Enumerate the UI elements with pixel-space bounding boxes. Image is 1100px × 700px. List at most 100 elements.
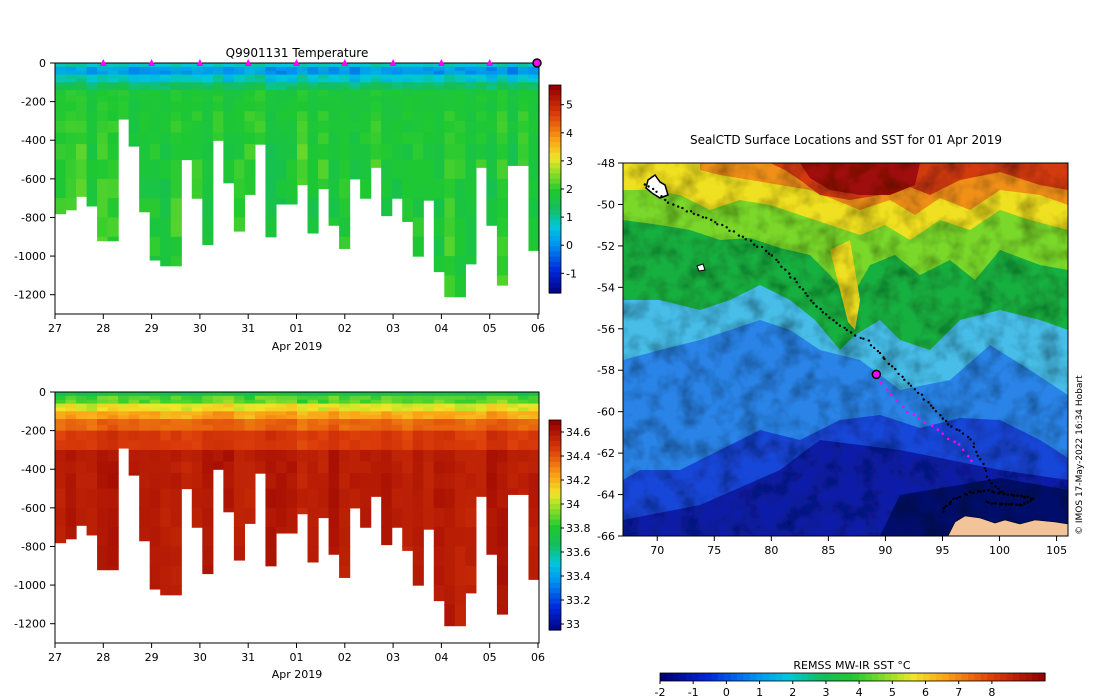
- salinity-cell: [244, 399, 256, 405]
- salinity-cell: [412, 419, 424, 426]
- salinity-cell: [181, 392, 193, 397]
- sst-colorbar-segment: [756, 673, 764, 681]
- temperature-cell: [370, 86, 382, 91]
- sst-colorbar-segment: [801, 673, 809, 681]
- temperature-cell: [65, 178, 77, 199]
- temperature-cell: [149, 82, 161, 87]
- temperature-colorbar-segment: [549, 194, 561, 200]
- temperature-cell: [433, 70, 445, 76]
- salinity-cell: [244, 419, 256, 426]
- temperature-cell: [202, 159, 214, 180]
- temperature-cell: [360, 78, 372, 83]
- salinity-colorbar-tick-label: 33.2: [566, 594, 591, 607]
- salinity-cell: [307, 399, 319, 405]
- salinity-cell: [381, 527, 393, 546]
- salinity-panel: 0-200-400-600-800-1000-1200 27 28 29 30 31 01…: [14, 386, 590, 681]
- temperature-cell: [465, 198, 477, 219]
- recent-track-point: [912, 413, 916, 416]
- temperature-cell: [55, 101, 67, 112]
- salinity-cell: [170, 399, 182, 405]
- salinity-cell: [118, 411, 130, 416]
- temperature-cell: [528, 74, 539, 80]
- temperature-cell: [55, 90, 67, 97]
- temperature-cell: [265, 144, 277, 161]
- temperature-cell: [149, 101, 161, 112]
- salinity-cell: [475, 395, 487, 401]
- salinity-cell: [528, 395, 539, 401]
- salinity-cell: [507, 440, 519, 451]
- sst-colorbar-segment: [1032, 673, 1040, 681]
- salinity-cell: [139, 419, 151, 426]
- temperature-cell: [181, 120, 193, 134]
- salinity-colorbar-segment: [549, 493, 561, 500]
- temperature-cell: [444, 111, 456, 122]
- track-point: [1031, 497, 1035, 501]
- temperature-cell: [170, 90, 182, 97]
- salinity-cell: [149, 440, 161, 451]
- salinity-cell: [370, 449, 382, 463]
- salinity-cell: [86, 407, 98, 412]
- sst-colorbar-tick-label: 2: [789, 686, 796, 699]
- salinity-colorbar-tick-label: 33.4: [566, 570, 591, 583]
- salinity-cell: [233, 395, 245, 401]
- temperature-cell: [381, 132, 393, 145]
- temperature-cell: [149, 90, 161, 97]
- temperature-cell: [139, 178, 151, 199]
- temperature-cell: [328, 132, 340, 145]
- temperature-cell: [328, 74, 340, 80]
- temperature-cell: [423, 111, 435, 122]
- map-x-tick-label: 80: [764, 544, 778, 557]
- salinity-cell: [202, 546, 214, 567]
- salinity-cell: [423, 430, 435, 441]
- salinity-cell: [339, 399, 351, 405]
- salinity-cell: [517, 395, 530, 401]
- track-point: [992, 490, 996, 494]
- temperature-cell: [328, 95, 340, 103]
- salinity-cell: [286, 488, 298, 509]
- salinity-cell: [444, 395, 456, 401]
- track-point: [894, 367, 897, 371]
- temperature-cell: [202, 236, 214, 246]
- temperature-cell: [496, 120, 509, 134]
- temperature-cell: [454, 217, 466, 238]
- salinity-colorbar-tick-label: 34.4: [566, 450, 591, 463]
- salinity-colorbar-segment: [549, 462, 561, 468]
- salinity-cell: [170, 546, 182, 567]
- temperature-cell: [139, 86, 151, 91]
- temperature-cell: [107, 217, 119, 238]
- salinity-cell: [254, 411, 267, 416]
- sst-colorbar-segment: [769, 673, 777, 681]
- salinity-cell: [433, 415, 445, 420]
- temperature-cell: [465, 132, 477, 145]
- salinity-cell: [454, 565, 466, 586]
- temperature-cell: [454, 70, 466, 76]
- temperature-plot: [55, 63, 539, 298]
- salinity-cell: [160, 424, 172, 432]
- temperature-cell: [265, 198, 277, 219]
- salinity-cell: [55, 392, 67, 397]
- track-point: [714, 221, 717, 224]
- sst-colorbar: REMSS MW-IR SST °C -2 -1 0 1 2 3 4 5 6 7 8: [655, 659, 1046, 699]
- track-point: [788, 272, 791, 275]
- salinity-cell: [433, 430, 445, 441]
- temperature-cell: [191, 90, 203, 97]
- salinity-cell: [391, 440, 403, 451]
- temperature-cell: [97, 86, 109, 91]
- salinity-cell: [433, 440, 445, 451]
- salinity-cell: [107, 507, 119, 528]
- track-point: [997, 487, 1000, 490]
- salinity-cell: [212, 461, 224, 470]
- salinity-cell: [528, 430, 539, 441]
- temperature-cell: [297, 78, 309, 83]
- salinity-cell: [223, 415, 235, 420]
- salinity-cell: [360, 461, 372, 474]
- temperature-cell: [254, 95, 267, 103]
- temperature-x-tick-label: 03: [386, 322, 400, 335]
- temperature-cell: [181, 101, 193, 112]
- track-point: [944, 504, 948, 508]
- salinity-cell: [265, 430, 277, 441]
- sst-colorbar-segment: [916, 673, 924, 681]
- temperature-cell: [286, 198, 298, 205]
- salinity-cell: [286, 411, 298, 416]
